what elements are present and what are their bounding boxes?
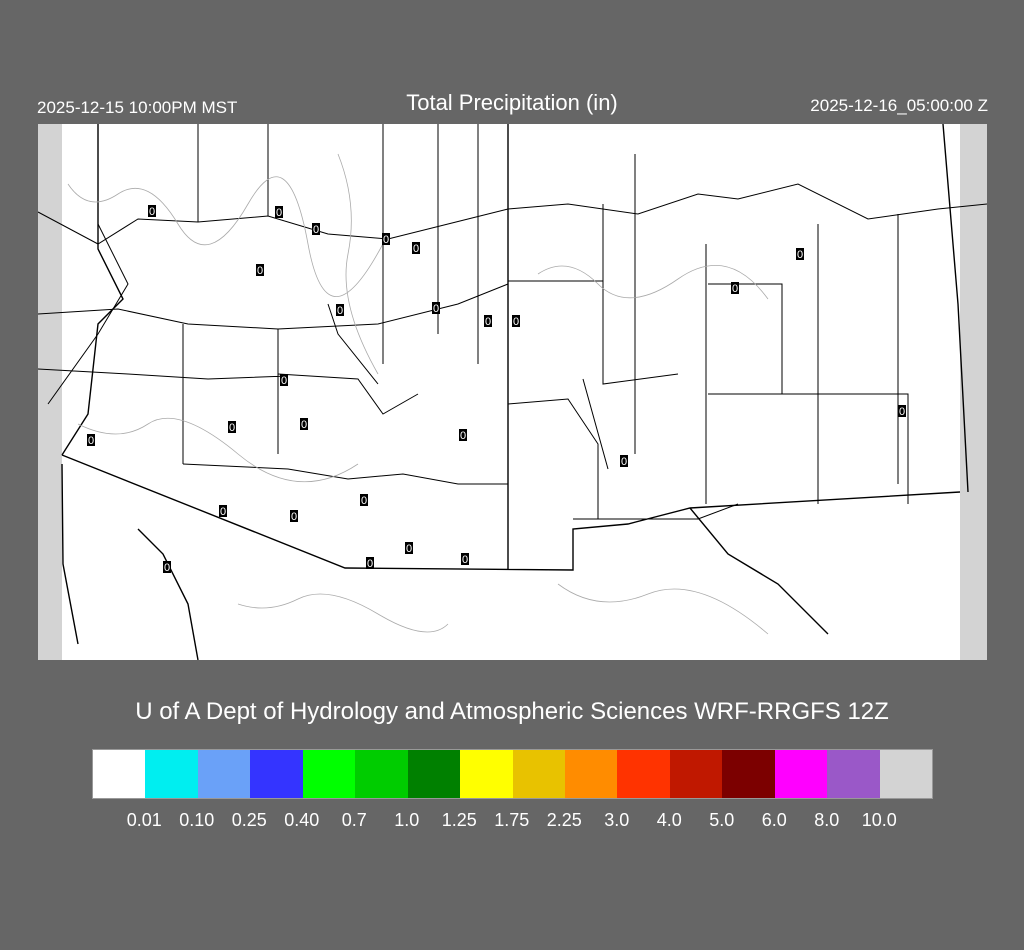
- colorbar-swatch: [669, 750, 723, 798]
- map-canvas: 0 0 0 0 0 0 0 0 0 0 0 0 0 0 0 0 0 0 0 0 0 0 0 0 0 0: [37, 123, 988, 661]
- station-value: 0: [257, 265, 263, 277]
- station-marker-bg: [360, 494, 368, 506]
- station-marker-bg: [87, 434, 95, 446]
- colorbar-swatch: [145, 750, 198, 798]
- station-marker-bg: [163, 561, 171, 573]
- colorbar-label: 0.40: [284, 810, 320, 830]
- station-marker-bg: [898, 405, 906, 417]
- station-value: 0: [276, 207, 282, 219]
- no-data-strip-right: [960, 124, 987, 660]
- colorbar-label: 3.0: [604, 810, 630, 830]
- colorbar-swatch: [460, 750, 513, 798]
- station-marker-bg: [256, 264, 264, 276]
- state-borders: [61, 123, 969, 661]
- colorbar-swatch: [774, 750, 828, 798]
- station-marker-bg: [382, 233, 390, 245]
- precipitation-map: 0 0 0 0 0 0 0 0 0 0 0 0 0 0 0 0 0 0 0 0 0 0 0 0 0 0: [37, 123, 988, 661]
- station-value: 0: [485, 316, 491, 328]
- colorbar-swatch: [302, 750, 356, 798]
- station-marker-bg: [432, 302, 440, 314]
- station-value: 0: [383, 234, 389, 246]
- station-marker-bg: [512, 315, 520, 327]
- colorbar-label: 0.01: [126, 810, 162, 830]
- station-value: 0: [899, 406, 905, 418]
- no-data-strip-left: [38, 124, 62, 660]
- station-value: 0: [164, 562, 170, 574]
- station-value: 0: [291, 511, 297, 523]
- colorbar-swatch: [564, 750, 618, 798]
- colorbar-label: 1.0: [394, 810, 420, 830]
- station-marker-bg: [312, 223, 320, 235]
- model-credit: U of A Dept of Hydrology and Atmospheric…: [135, 698, 889, 725]
- colorbar-label: 0.25: [231, 810, 267, 830]
- colorbar-label: 2.25: [546, 810, 582, 830]
- station-value: 0: [413, 243, 419, 255]
- station-value: 0: [229, 422, 235, 434]
- station-marker-bg: [796, 248, 804, 260]
- map-title: Total Precipitation (in): [406, 90, 618, 115]
- station-value: 0: [406, 543, 412, 555]
- station-value: 0: [149, 206, 155, 218]
- station-value: 0: [220, 506, 226, 518]
- station-value: 0: [88, 435, 94, 447]
- colorbar-swatch: [355, 750, 408, 798]
- station-marker-bg: [275, 206, 283, 218]
- colorbar-swatch: [617, 750, 670, 798]
- station-marker-bg: [290, 510, 298, 522]
- station-marker-bg: [336, 304, 344, 316]
- station-marker-bg: [459, 429, 467, 441]
- station-marker-bg: [366, 557, 374, 569]
- terrain-contours: [67, 153, 769, 635]
- station-marker-bg: [280, 374, 288, 386]
- county-borders: [37, 124, 988, 520]
- station-value: 0: [301, 419, 307, 431]
- station-marker-bg: [620, 455, 628, 467]
- station-value: 0: [337, 305, 343, 317]
- colorbar-swatch: [722, 750, 775, 798]
- colorbar-swatch: [827, 750, 880, 798]
- colorbar-label: 6.0: [761, 810, 787, 830]
- station-marker-bg: [461, 553, 469, 565]
- station-value: 0: [513, 316, 519, 328]
- colorbar-labels: 0.01 0.10 0.25 0.40 0.7 1.0 1.25 1.75 2.25 3.0 4.0…: [118, 810, 918, 831]
- station-value: 0: [281, 375, 287, 387]
- colorbar-label: 4.0: [656, 810, 682, 830]
- colorbar-label: 1.75: [494, 810, 530, 830]
- colorbar-label: 1.25: [441, 810, 477, 830]
- station-value: 0: [462, 554, 468, 566]
- station-markers: 0 0 0 0 0 0 0 0 0 0 0 0 0 0 0 0 0 0 0 0 0 0 0 0 0 0: [87, 205, 906, 574]
- valid-time-utc: 2025-12-16_05:00:00 Z: [810, 96, 988, 115]
- colorbar-swatch: [197, 750, 251, 798]
- station-value: 0: [433, 303, 439, 315]
- colorbar-label: 5.0: [709, 810, 735, 830]
- station-value: 0: [732, 283, 738, 295]
- station-value: 0: [367, 558, 373, 570]
- station-value: 0: [361, 495, 367, 507]
- station-value: 0: [621, 456, 627, 468]
- colorbar-swatch: [879, 750, 932, 798]
- colorbar-swatch: [407, 750, 461, 798]
- station-marker-bg: [731, 282, 739, 294]
- station-marker-bg: [405, 542, 413, 554]
- colorbar-swatch: [93, 750, 146, 798]
- colorbar-label: 10.0: [861, 810, 897, 830]
- colorbar-label: 8.0: [814, 810, 840, 830]
- colorbar-label: 0.10: [179, 810, 215, 830]
- colorbar: [92, 749, 933, 799]
- station-marker-bg: [148, 205, 156, 217]
- station-marker-bg: [412, 242, 420, 254]
- station-value: 0: [797, 249, 803, 261]
- colorbar-swatch: [512, 750, 565, 798]
- station-value: 0: [313, 224, 319, 236]
- station-marker-bg: [300, 418, 308, 430]
- colorbar-swatch: [250, 750, 303, 798]
- station-marker-bg: [484, 315, 492, 327]
- valid-time-local: 2025-12-15 10:00PM MST: [37, 98, 238, 117]
- station-marker-bg: [219, 505, 227, 517]
- colorbar-label: 0.7: [341, 810, 367, 830]
- station-value: 0: [460, 430, 466, 442]
- station-marker-bg: [228, 421, 236, 433]
